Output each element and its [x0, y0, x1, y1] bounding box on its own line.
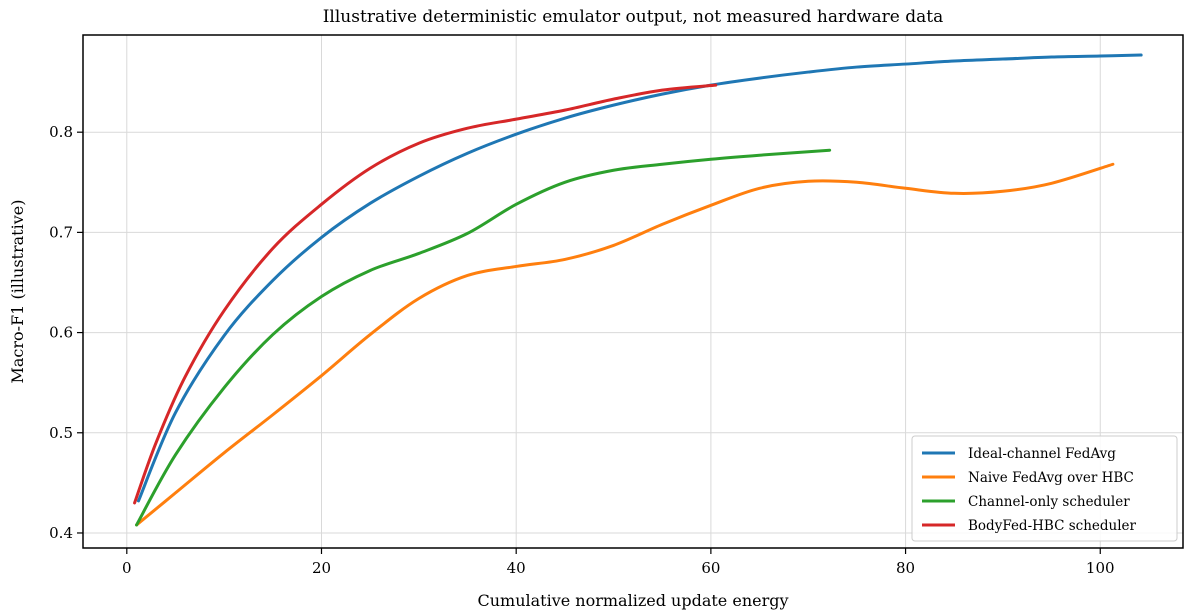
- legend-box: [911, 435, 1178, 542]
- legend-label-ideal-channel-fedavg: Ideal-channel FedAvg: [968, 446, 1116, 462]
- legend-label-channel-only-scheduler: Channel-only scheduler: [968, 494, 1130, 510]
- x-tick-label: 40: [507, 559, 526, 577]
- series-line-channel-only-scheduler: [135, 148, 832, 527]
- x-tick-label: 0: [122, 559, 132, 577]
- series-line-ideal-channel-fedavg: [136, 53, 1143, 503]
- x-tick-label: 80: [896, 559, 915, 577]
- series-line-bodyfed-hbc-scheduler: [133, 83, 718, 505]
- x-tick-label: 20: [312, 559, 331, 577]
- y-axis-label: Macro-F1 (illustrative): [8, 200, 27, 384]
- legend-items: Ideal-channel FedAvg Naive FedAvg over HB…: [922, 446, 1137, 534]
- y-tick-label: 0.4: [49, 524, 73, 542]
- series-layer: [133, 53, 1143, 527]
- x-tick-label: 60: [701, 559, 720, 577]
- y-tick-label: 0.5: [49, 424, 73, 442]
- plot-frame: [82, 34, 1184, 549]
- legend-label-naive-fedavg-over-hbc: Naive FedAvg over HBC: [968, 470, 1134, 486]
- x-tick-label: 100: [1086, 559, 1115, 577]
- x-axis-label: Cumulative normalized update energy: [477, 591, 788, 610]
- series-line-naive-fedavg-over-hbc: [135, 162, 1115, 527]
- ticks: 0 20 40 60 80 100 0.4 0.5 0.6 0.7 0.8: [49, 123, 1114, 577]
- legend: Ideal-channel FedAvg Naive FedAvg over HB…: [911, 435, 1178, 542]
- y-tick-label: 0.8: [49, 123, 73, 141]
- legend-label-bodyfed-hbc-scheduler: BodyFed-HBC scheduler: [968, 518, 1137, 534]
- y-tick-label: 0.6: [49, 324, 73, 342]
- y-tick-label: 0.7: [49, 223, 73, 241]
- chart-title: Illustrative deterministic emulator outp…: [323, 7, 944, 27]
